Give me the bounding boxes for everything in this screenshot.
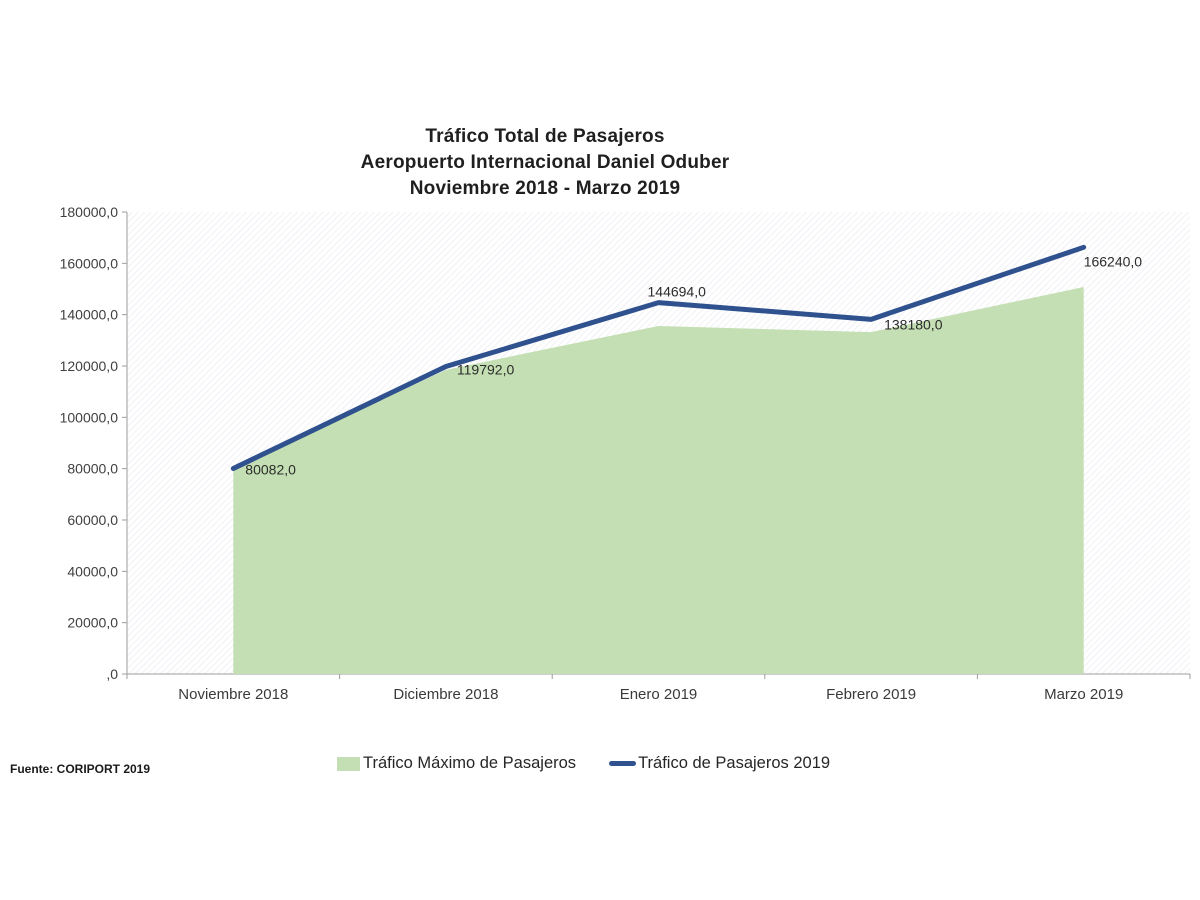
x-axis-label: Noviembre 2018 [178,686,288,703]
chart-title-line1: Tráfico Total de Pasajeros [425,126,665,147]
area-series-max-traffic [233,286,1084,674]
legend-item-traffic-2019: Tráfico de Pasajeros 2019 [609,754,830,773]
x-axis-label: Diciembre 2018 [393,686,498,703]
y-axis-tick-label: 40000,0 [67,563,118,579]
line-series-traffic-2019 [230,244,1087,471]
x-axis-label: Enero 2019 [620,686,698,703]
y-axis-tick-label: 60000,0 [67,512,118,528]
chart-legend: Tráfico Máximo de Pasajeros Tráfico de P… [337,754,830,773]
data-label: 80082,0 [245,461,296,477]
legend-item-max-traffic: Tráfico Máximo de Pasajeros [337,754,576,773]
line-series-swatch-icon [609,761,637,766]
legend-label-traffic-2019: Tráfico de Pasajeros 2019 [638,754,831,772]
y-axis-tick-label: 20000,0 [67,615,118,631]
y-axis-tick-label: 160000,0 [60,255,119,271]
chart-title-line3: Noviembre 2018 - Marzo 2019 [409,178,681,199]
passenger-traffic-chart: 180000,0 160000,0 140000,0 120000,0 100000,0… [60,204,1191,703]
data-label: 144694,0 [648,284,707,300]
legend-label-max-traffic: Tráfico Máximo de Pasajeros [363,754,577,772]
data-label: 166240,0 [1084,253,1143,269]
y-axis-tick-label: 180000,0 [60,204,119,220]
data-label: 138180,0 [884,316,943,332]
chart-title-line2: Aeropuerto Internacional Daniel Oduber [360,152,730,173]
y-axis-tick-label: 100000,0 [60,409,119,425]
y-axis-tick-label: 140000,0 [60,307,119,323]
area-series-swatch-icon [337,756,360,771]
data-label: 119792,0 [457,362,515,378]
x-axis-label: Febrero 2019 [826,686,916,703]
y-axis-tick-label: 120000,0 [60,358,119,374]
source-note: Fuente: CORIPORT 2019 [10,762,151,776]
y-axis-tick-label: 80000,0 [67,461,118,477]
chart-title: Tráfico Total de Pasajeros Aeropuerto In… [145,124,945,202]
y-axis-tick-label: ,0 [106,666,118,682]
x-axis-label: Marzo 2019 [1044,686,1123,703]
